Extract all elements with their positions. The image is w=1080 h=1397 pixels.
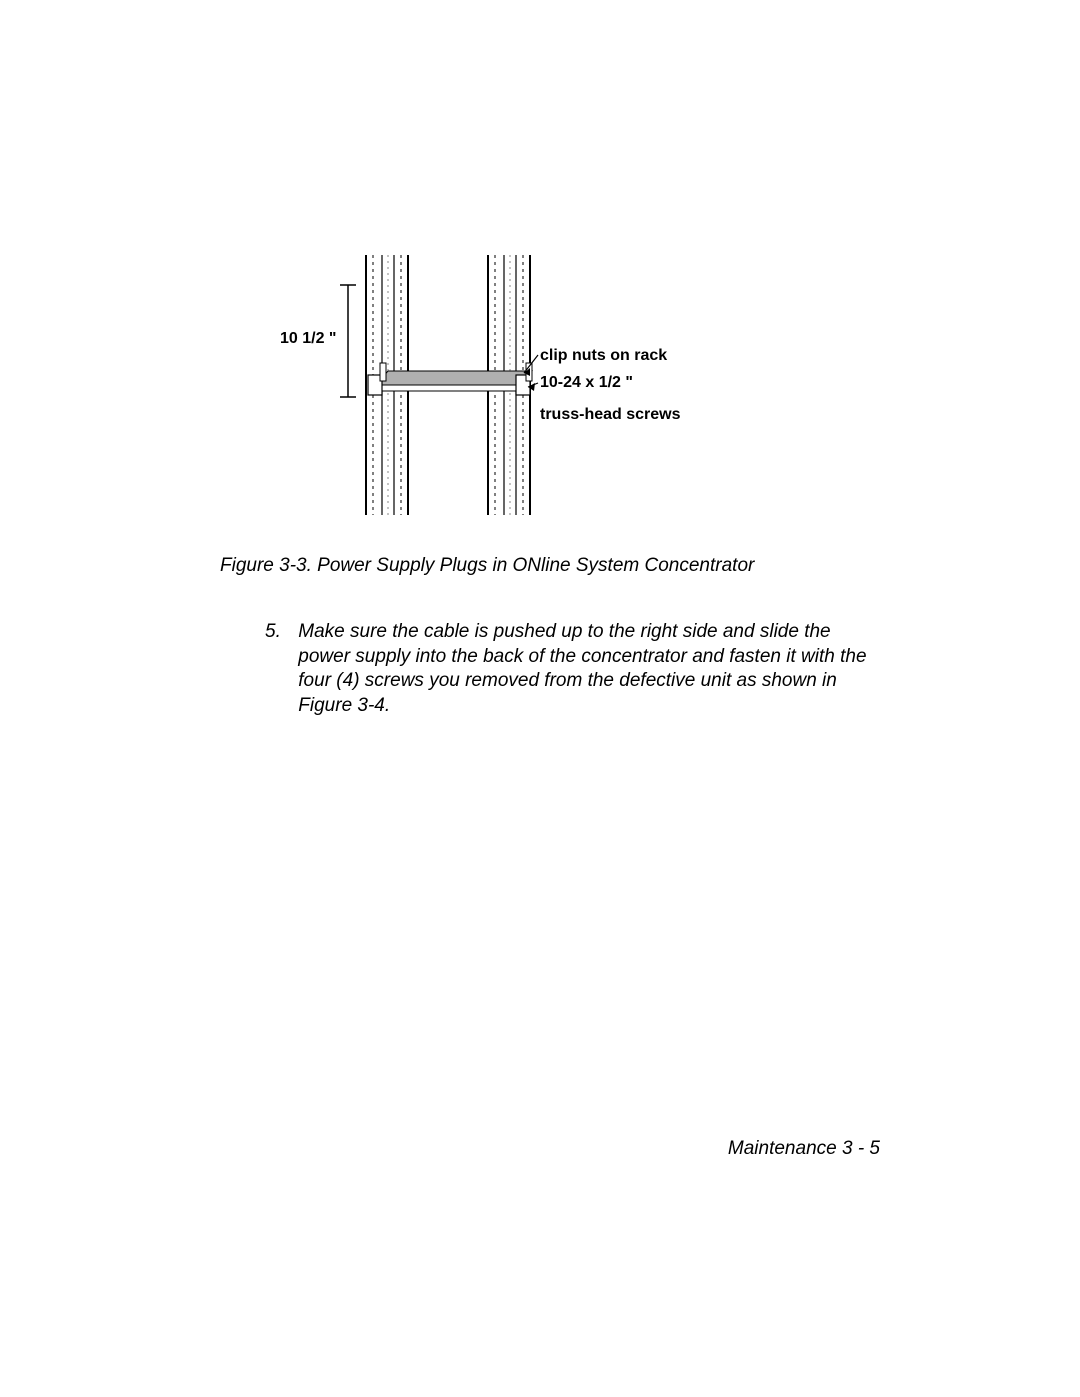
figure-area: 10 1/2 " clip nuts on rack 10-24 x 1/2 "…: [280, 255, 800, 515]
page-footer: Maintenance 3 - 5: [728, 1138, 880, 1160]
figure-caption: Figure 3-3. Power Supply Plugs in ONline…: [220, 555, 754, 577]
dimension-label: 10 1/2 ": [280, 330, 337, 348]
step-text: Make sure the cable is pushed up to the …: [298, 620, 868, 719]
screw-spec-label-1: 10-24 x 1/2 ": [540, 375, 633, 391]
instruction-step: 5. Make sure the cable is pushed up to t…: [265, 620, 875, 719]
clip-nuts-label: clip nuts on rack: [540, 347, 667, 365]
step-number: 5.: [265, 620, 293, 645]
screw-spec-label-2: truss-head screws: [540, 407, 681, 423]
page: 10 1/2 " clip nuts on rack 10-24 x 1/2 "…: [0, 0, 1080, 1397]
